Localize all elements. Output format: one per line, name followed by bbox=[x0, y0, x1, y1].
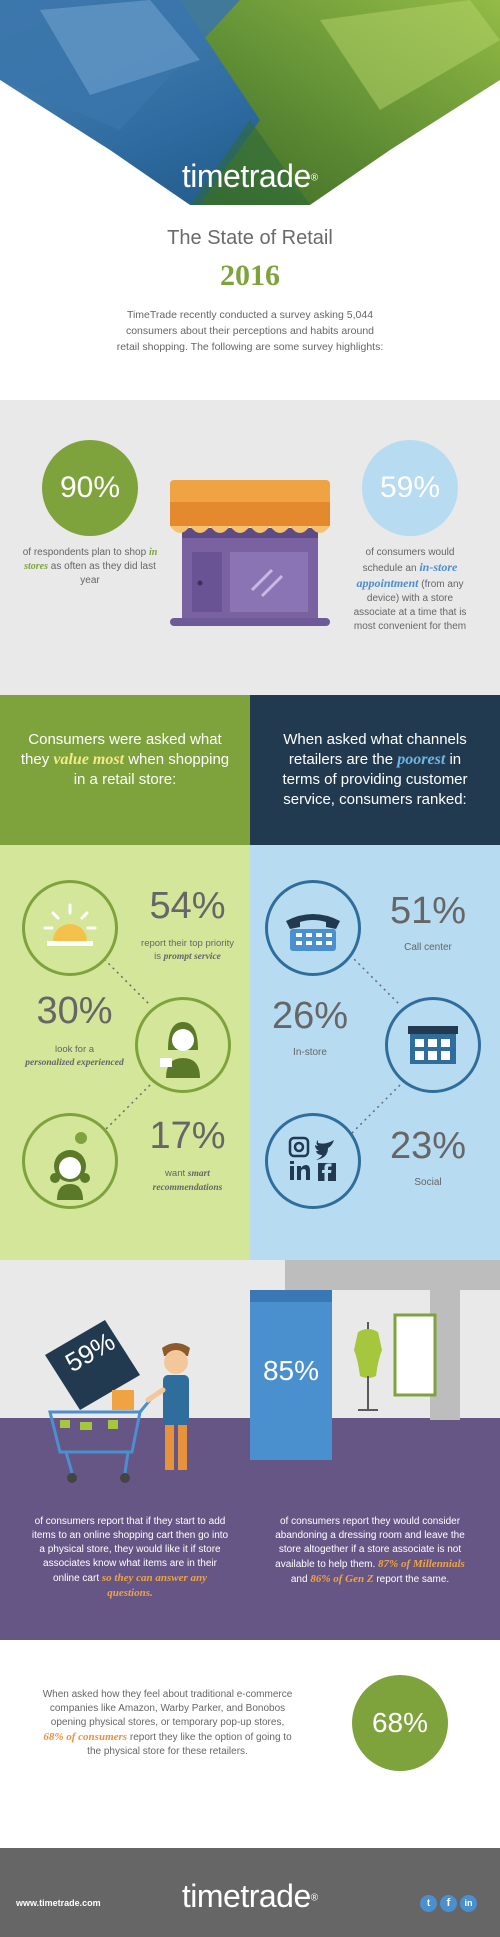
scene-right-em2: 86% of Gen Z bbox=[310, 1573, 374, 1585]
question-right-text: When asked what channels retailers are t… bbox=[270, 730, 480, 810]
popup-text: When asked how they feel about tradition… bbox=[40, 1688, 295, 1759]
q-left-em: value most bbox=[53, 751, 125, 768]
scene-right-text: of consumers report they would consider … bbox=[270, 1515, 470, 1587]
channel-51-pct: 51% bbox=[389, 890, 467, 932]
store-scene-section: 59% 85% of consumers report that if they… bbox=[0, 1260, 500, 1640]
values-panel: 54% report their top priority is prompt … bbox=[0, 845, 250, 1260]
stat-59-text: of consumers would schedule an in-store … bbox=[345, 546, 475, 634]
stat-90-em: in stores bbox=[24, 547, 158, 572]
popup-section: When asked how they feel about tradition… bbox=[0, 1640, 500, 1848]
top-stats-section: 90% of respondents plan to shop in store… bbox=[0, 400, 500, 695]
popup-post: report they like the option of going to … bbox=[87, 1732, 292, 1757]
value-17-em: smart recommendations bbox=[152, 1169, 223, 1193]
registered-mark: ® bbox=[310, 172, 319, 184]
channel-51-label: Call center bbox=[404, 942, 452, 953]
q-right-em: poorest bbox=[397, 751, 446, 768]
scene-85-pct: 85% bbox=[262, 1355, 320, 1386]
footer-brand-logo: timetrade bbox=[181, 1878, 311, 1914]
value-30-em: personalized experienced bbox=[25, 1058, 124, 1068]
channel-23-label: Social bbox=[414, 1177, 442, 1188]
intro-text: TimeTrade recently conducted a survey as… bbox=[116, 309, 384, 353]
stat-90-post: as often as they did last year bbox=[50, 561, 156, 586]
footer-social-links: t f in bbox=[420, 1893, 477, 1912]
intro-section: The State of Retail 2016 TimeTrade recen… bbox=[0, 205, 500, 400]
page-title: The State of Retail bbox=[167, 227, 333, 249]
stat-90-text: of respondents plan to shop in stores as… bbox=[20, 546, 160, 588]
smart-assistant-icon bbox=[22, 1113, 118, 1209]
hero-banner: timetrade® bbox=[0, 0, 500, 205]
facebook-icon[interactable]: f bbox=[440, 1895, 457, 1912]
value-30-line1: look for a bbox=[54, 1044, 95, 1055]
q-left-post: when shopping in a retail store: bbox=[73, 751, 230, 788]
stat-59-post: (from any device) with a store associate… bbox=[353, 579, 467, 632]
question-left-panel: Consumers were asked what they value mos… bbox=[0, 695, 250, 845]
stat-90-value: 90% bbox=[59, 471, 121, 504]
stat-59-value: 59% bbox=[379, 471, 441, 504]
service-bell-icon bbox=[22, 880, 118, 976]
footer: www.timetrade.com timetrade® t f in bbox=[0, 1848, 500, 1937]
scene-right-post: report the same. bbox=[376, 1574, 450, 1585]
value-54-pct: 54% bbox=[149, 885, 226, 927]
value-54-text: report their top priority is prompt serv… bbox=[140, 937, 235, 964]
value-30-pct: 30% bbox=[36, 990, 113, 1032]
channel-23-pct: 23% bbox=[389, 1125, 467, 1167]
value-54-line1: report their top priority bbox=[141, 938, 234, 949]
question-left-text: Consumers were asked what they value mos… bbox=[20, 730, 230, 790]
value-17-pct: 17% bbox=[149, 1115, 226, 1157]
q-right-pre: When asked what channels retailers are t… bbox=[283, 731, 467, 768]
year-heading: 2016 bbox=[220, 259, 280, 292]
value-17-text: want smart recommendations bbox=[140, 1167, 235, 1195]
stat-59-em: in-store appointment bbox=[356, 560, 458, 590]
brand-logo: timetrade bbox=[181, 158, 311, 194]
question-right-panel: When asked what channels retailers are t… bbox=[250, 695, 500, 845]
linkedin-icon[interactable]: in bbox=[460, 1895, 477, 1912]
stat-90-pre: of respondents plan to shop bbox=[22, 547, 147, 558]
social-media-icon bbox=[265, 1113, 361, 1209]
associate-icon bbox=[135, 997, 231, 1093]
stat-circle-90: 90% bbox=[42, 440, 138, 536]
q-right-post: in terms of providing customer service, … bbox=[282, 751, 468, 808]
scene-illustration bbox=[45, 1260, 500, 1483]
store-building-icon bbox=[385, 997, 481, 1093]
stat-68-value: 68% bbox=[371, 1707, 429, 1738]
footer-registered-mark: ® bbox=[310, 1892, 319, 1904]
popup-em: 68% of consumers bbox=[43, 1731, 128, 1743]
value-30-text: look for a personalized experienced bbox=[22, 1043, 127, 1070]
channel-26-pct: 26% bbox=[271, 995, 349, 1037]
footer-url-link[interactable]: www.timetrade.com bbox=[16, 1898, 101, 1908]
scene-left-body: of consumers report that if they start t… bbox=[31, 1516, 229, 1584]
value-54-em: prompt service bbox=[163, 952, 221, 962]
stat-circle-59: 59% bbox=[362, 440, 458, 536]
scene-right-em1: 87% of Millennials bbox=[378, 1558, 465, 1570]
channels-panel: 51% Call center 26% In-store 23% Social bbox=[250, 845, 500, 1260]
scene-right-body: of consumers report they would consider … bbox=[275, 1516, 465, 1570]
storefront-icon bbox=[170, 480, 330, 626]
q-left-pre: Consumers were asked what they bbox=[20, 731, 222, 768]
stat-circle-68: 68% bbox=[352, 1675, 448, 1771]
scene-left-em: so they can answer any questions. bbox=[101, 1572, 208, 1599]
scene-left-text: of consumers report that if they start t… bbox=[30, 1515, 230, 1601]
popup-pre: When asked how they feel about tradition… bbox=[42, 1689, 293, 1728]
hero-photo-collage bbox=[0, 0, 500, 205]
stat-59-pre: of consumers would schedule an bbox=[362, 547, 455, 574]
twitter-icon[interactable]: t bbox=[420, 1895, 437, 1912]
telephone-icon bbox=[265, 880, 361, 976]
channel-26-label: In-store bbox=[293, 1047, 327, 1058]
scene-right-mid: and bbox=[290, 1574, 308, 1585]
value-17-line1: want bbox=[165, 1168, 186, 1179]
value-54-line2: is bbox=[154, 951, 161, 962]
